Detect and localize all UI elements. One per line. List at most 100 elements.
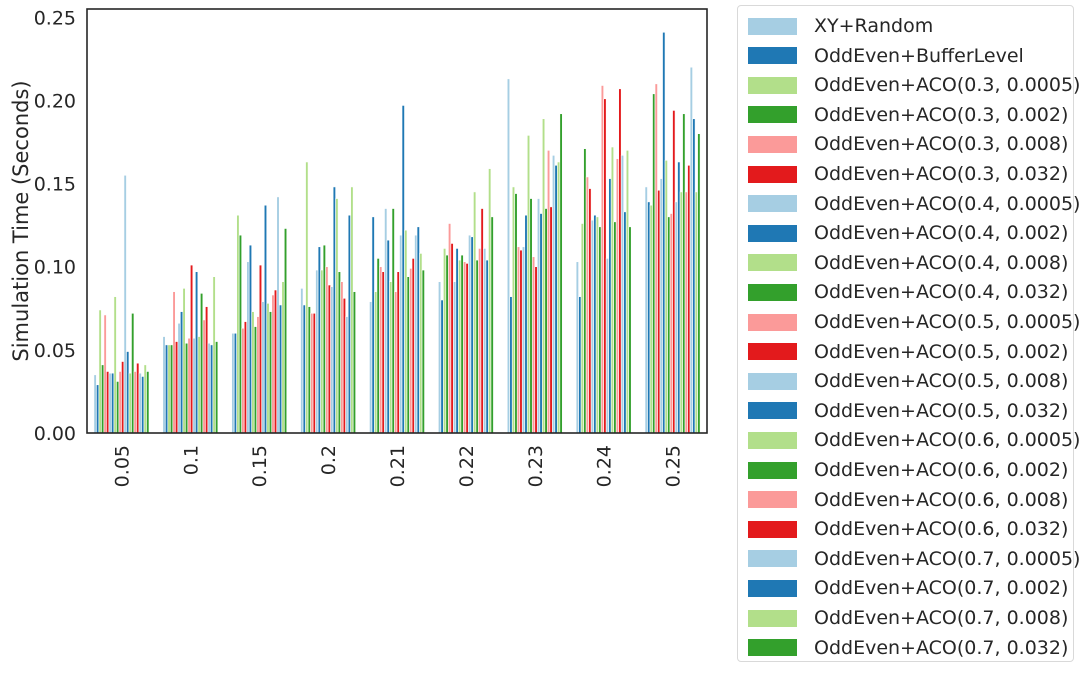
bar — [593, 214, 597, 434]
bar — [411, 258, 415, 434]
bar — [111, 372, 115, 434]
bar — [384, 208, 388, 434]
bar — [182, 288, 186, 434]
bar — [547, 150, 551, 434]
legend-item: OddEven+ACO(0.3, 0.0005) — [748, 72, 1080, 98]
bar — [347, 214, 351, 434]
y-tick-label: 0.10 — [34, 257, 76, 279]
bar — [697, 133, 701, 434]
bar — [468, 234, 472, 434]
bar — [534, 266, 538, 434]
bar — [603, 98, 607, 434]
bar — [644, 186, 648, 434]
bar — [669, 213, 673, 434]
legend-swatch — [748, 135, 797, 153]
bar — [141, 376, 145, 434]
bar — [320, 269, 324, 434]
bar — [598, 226, 602, 434]
bar — [136, 362, 140, 434]
bar — [615, 158, 619, 434]
bar — [490, 216, 494, 434]
bar — [325, 266, 329, 434]
bar — [610, 146, 614, 434]
legend-item: OddEven+BufferLevel — [748, 43, 1024, 69]
bar — [376, 258, 380, 434]
legend-label: OddEven+ACO(0.4, 0.0005) — [814, 192, 1081, 215]
bar — [689, 66, 693, 434]
bar — [283, 228, 288, 434]
y-tick-label: 0.25 — [34, 7, 76, 29]
bar — [559, 113, 563, 434]
bar — [317, 246, 321, 434]
legend-item: OddEven+ACO(0.7, 0.032) — [748, 635, 1068, 661]
bar — [93, 374, 97, 434]
bar — [138, 372, 142, 434]
bar — [470, 236, 474, 434]
bar — [654, 83, 658, 434]
bar — [409, 268, 413, 434]
bar — [649, 204, 653, 434]
bar — [600, 85, 604, 434]
legend-label: OddEven+ACO(0.6, 0.008) — [814, 488, 1069, 511]
bar — [233, 332, 237, 434]
bar — [416, 226, 420, 434]
x-tick-label: 0.23 — [525, 445, 547, 487]
legend-item: OddEven+ACO(0.3, 0.008) — [748, 131, 1068, 157]
bar — [315, 269, 319, 434]
bar — [381, 271, 385, 434]
bar — [205, 306, 209, 434]
x-tick-label: 0.1 — [180, 445, 202, 475]
bar — [625, 150, 630, 434]
bar — [628, 226, 632, 434]
bar — [164, 344, 169, 434]
bar — [580, 223, 584, 434]
bar — [677, 161, 681, 434]
bar — [455, 248, 459, 434]
bar — [514, 193, 518, 434]
legend-label: OddEven+ACO(0.5, 0.0005) — [814, 311, 1081, 333]
bar — [552, 155, 556, 434]
bar — [251, 311, 255, 434]
bar — [330, 286, 334, 434]
bar — [266, 303, 270, 434]
bar — [694, 191, 698, 434]
bar — [101, 364, 105, 434]
bar — [386, 239, 390, 434]
bar — [488, 168, 492, 434]
legend-swatch — [748, 47, 797, 65]
bar — [131, 312, 135, 434]
legend-swatch — [748, 313, 797, 331]
bar — [352, 291, 356, 434]
bar — [554, 164, 558, 434]
bar — [167, 344, 171, 434]
y-tick-label: 0.05 — [34, 340, 76, 362]
bar — [195, 271, 199, 434]
y-axis-label: Simulation Time (Seconds) — [9, 80, 33, 361]
bar — [143, 364, 147, 434]
bar — [465, 263, 469, 434]
x-tick-label: 0.21 — [387, 445, 409, 487]
legend-item: OddEven+ACO(0.7, 0.008) — [748, 605, 1068, 631]
legend-label: OddEven+ACO(0.7, 0.0005) — [814, 547, 1081, 570]
bar — [98, 309, 102, 434]
bar — [419, 253, 423, 434]
legend-label: OddEven+ACO(0.4, 0.008) — [814, 251, 1069, 274]
bar — [679, 191, 683, 434]
bar — [583, 148, 587, 434]
legend-item: OddEven+ACO(0.6, 0.002) — [748, 457, 1068, 483]
legend-label: OddEven+ACO(0.3, 0.032) — [814, 163, 1069, 185]
legend-label: OddEven+ACO(0.3, 0.002) — [814, 103, 1069, 126]
bar — [659, 178, 663, 434]
bar — [253, 326, 258, 434]
legend-swatch — [748, 550, 797, 568]
bar — [300, 288, 304, 434]
bar — [116, 381, 120, 434]
legend-item: OddEven+ACO(0.4, 0.008) — [748, 250, 1068, 276]
bar — [687, 164, 691, 434]
bar — [123, 174, 127, 434]
bar — [180, 311, 184, 434]
bar — [322, 244, 326, 434]
bar — [305, 161, 309, 434]
bar — [521, 246, 526, 434]
bar — [327, 284, 331, 434]
